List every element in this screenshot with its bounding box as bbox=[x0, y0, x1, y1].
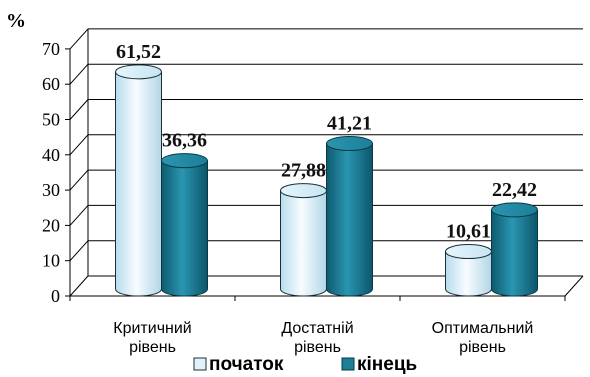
legend-item-кінець: кінець bbox=[341, 354, 417, 375]
bar-top bbox=[115, 64, 162, 80]
y-tick-label: 0 bbox=[51, 286, 60, 306]
bar-кінець bbox=[491, 202, 538, 297]
data-label: 27,88 bbox=[281, 160, 326, 182]
gridline-side bbox=[69, 99, 89, 120]
floor-edge bbox=[564, 275, 584, 297]
data-label: 41,21 bbox=[327, 113, 372, 135]
y-tick-label: 40 bbox=[42, 145, 60, 165]
y-tick-label: 10 bbox=[42, 251, 60, 271]
bars bbox=[115, 64, 538, 297]
category-label: рівень bbox=[294, 339, 341, 356]
y-tick-label: 50 bbox=[42, 110, 60, 130]
bar-top bbox=[491, 202, 538, 218]
legend-swatch bbox=[341, 357, 355, 371]
gridline-side bbox=[69, 28, 89, 50]
bar-кінець bbox=[161, 153, 208, 297]
category-label: Достатній bbox=[281, 320, 353, 337]
legend-label: кінець bbox=[357, 354, 417, 375]
gridline-side bbox=[69, 240, 89, 262]
bar-body bbox=[491, 209, 538, 297]
data-label: 22,42 bbox=[492, 179, 537, 201]
bar-body bbox=[445, 251, 492, 297]
bar-top bbox=[445, 244, 492, 260]
gridline-side bbox=[69, 63, 89, 85]
y-tick-label: 30 bbox=[42, 180, 60, 200]
bar-body bbox=[161, 160, 208, 297]
axes: 0 10 20 30 40 50 60 70 Критичний рівень Достатній р… bbox=[42, 28, 584, 356]
y-tick-label: 70 bbox=[42, 39, 60, 59]
bar-початок bbox=[115, 64, 162, 297]
y-axis-label: % bbox=[6, 10, 26, 32]
data-label: 36,36 bbox=[162, 130, 207, 152]
legend: початок кінець bbox=[193, 354, 417, 375]
category-label: рівень bbox=[459, 339, 506, 356]
bar-top bbox=[326, 136, 373, 152]
bar-body bbox=[280, 190, 327, 297]
category-label: Критичний bbox=[113, 320, 191, 337]
bar-початок bbox=[445, 244, 492, 297]
bar-top bbox=[280, 183, 327, 199]
bar-body bbox=[326, 143, 373, 297]
gridline-side bbox=[69, 205, 89, 226]
data-label: 61,52 bbox=[116, 41, 161, 63]
legend-label: початок bbox=[209, 354, 284, 375]
legend-swatch bbox=[193, 357, 207, 371]
bar-початок bbox=[280, 183, 327, 297]
category-label: рівень bbox=[129, 339, 176, 356]
y-tick-label: 60 bbox=[42, 74, 60, 94]
bar-top bbox=[161, 153, 208, 169]
y-tick-label: 20 bbox=[42, 215, 60, 235]
bar-кінець bbox=[326, 136, 373, 297]
gridline-side bbox=[69, 275, 89, 297]
gridline-side bbox=[69, 134, 89, 156]
legend-item-початок: початок bbox=[193, 354, 284, 375]
data-label: 10,61 bbox=[446, 221, 491, 243]
bar-body bbox=[115, 71, 162, 297]
gridline-side bbox=[69, 169, 89, 191]
category-label: Оптимальний bbox=[432, 320, 534, 337]
